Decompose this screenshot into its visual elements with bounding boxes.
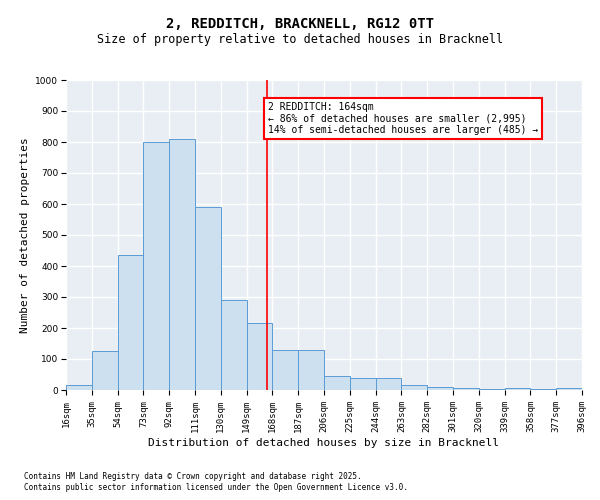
Bar	[195, 207, 221, 390]
Bar	[118, 255, 143, 390]
Bar	[556, 388, 582, 390]
Text: Size of property relative to detached houses in Bracknell: Size of property relative to detached ho…	[97, 32, 503, 46]
Text: 2, REDDITCH, BRACKNELL, RG12 0TT: 2, REDDITCH, BRACKNELL, RG12 0TT	[166, 18, 434, 32]
Y-axis label: Number of detached properties: Number of detached properties	[20, 137, 30, 333]
Bar	[221, 300, 247, 390]
Bar	[324, 376, 350, 390]
Bar	[401, 386, 427, 390]
Bar	[376, 378, 401, 390]
Bar	[169, 139, 195, 390]
X-axis label: Distribution of detached houses by size in Bracknell: Distribution of detached houses by size …	[149, 438, 499, 448]
Bar	[247, 324, 272, 390]
Bar	[92, 351, 118, 390]
Bar	[66, 386, 92, 390]
Bar	[453, 388, 479, 390]
Text: 2 REDDITCH: 164sqm
← 86% of detached houses are smaller (2,995)
14% of semi-deta: 2 REDDITCH: 164sqm ← 86% of detached hou…	[268, 102, 539, 135]
Bar	[350, 378, 376, 390]
Bar	[505, 388, 530, 390]
Bar	[479, 389, 505, 390]
Bar	[298, 350, 324, 390]
Bar	[143, 142, 169, 390]
Text: Contains public sector information licensed under the Open Government Licence v3: Contains public sector information licen…	[24, 484, 408, 492]
Bar	[272, 350, 298, 390]
Text: Contains HM Land Registry data © Crown copyright and database right 2025.: Contains HM Land Registry data © Crown c…	[24, 472, 362, 481]
Bar	[427, 387, 453, 390]
